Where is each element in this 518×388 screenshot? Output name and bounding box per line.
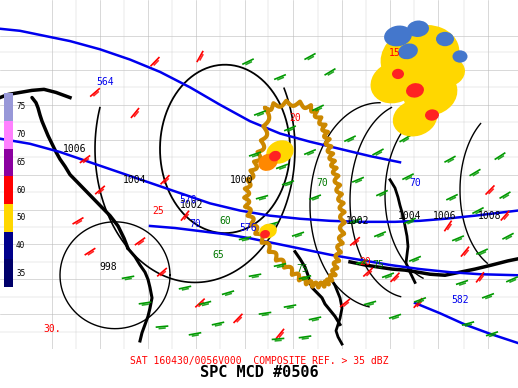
Text: 75: 75 [16,102,25,111]
Ellipse shape [425,109,439,121]
Text: 60: 60 [16,185,25,195]
Text: 75: 75 [296,264,308,274]
Text: 30.: 30. [43,324,61,334]
Text: 20: 20 [289,113,301,123]
Text: 50: 50 [16,213,25,222]
Text: 1004: 1004 [123,175,147,185]
Text: 576: 576 [239,223,257,233]
Text: 15: 15 [389,48,401,59]
Text: 1006: 1006 [63,144,87,154]
Text: 40: 40 [16,241,25,250]
Text: 1002: 1002 [346,216,370,226]
Text: 20: 20 [359,257,371,267]
Text: 25: 25 [152,206,164,216]
Text: 1006: 1006 [433,211,457,221]
Ellipse shape [269,151,281,161]
Ellipse shape [381,25,459,88]
Text: 65: 65 [212,250,224,260]
Ellipse shape [393,100,437,137]
Ellipse shape [398,43,418,59]
Text: 1002: 1002 [180,201,204,210]
Text: 582: 582 [451,295,469,305]
Ellipse shape [259,224,277,239]
Ellipse shape [436,32,454,46]
Text: 75: 75 [372,260,384,270]
Ellipse shape [266,140,294,164]
Ellipse shape [402,69,457,116]
Text: 70: 70 [409,178,421,188]
Text: 70: 70 [316,178,328,188]
Text: SAT 160430/0056V000  COMPOSITE REF. > 35 dBZ: SAT 160430/0056V000 COMPOSITE REF. > 35 … [130,356,388,366]
Ellipse shape [370,61,420,103]
Text: 65: 65 [16,158,25,167]
Ellipse shape [258,154,278,171]
Text: 1004: 1004 [398,211,422,221]
Text: SPC MCD #0506: SPC MCD #0506 [199,365,319,380]
Text: 70: 70 [16,130,25,139]
Ellipse shape [425,56,465,87]
Ellipse shape [384,26,412,46]
Text: 1008: 1008 [478,211,502,221]
Text: 35: 35 [16,269,25,278]
Text: 570: 570 [179,195,197,205]
Text: 60: 60 [219,216,231,226]
Ellipse shape [392,69,404,79]
Text: 564: 564 [96,77,114,87]
Ellipse shape [406,83,424,98]
Ellipse shape [453,50,468,62]
Ellipse shape [260,230,270,238]
Text: 998: 998 [99,262,117,272]
Text: 70: 70 [189,219,201,229]
Ellipse shape [407,21,429,37]
Text: 1000: 1000 [230,175,254,185]
